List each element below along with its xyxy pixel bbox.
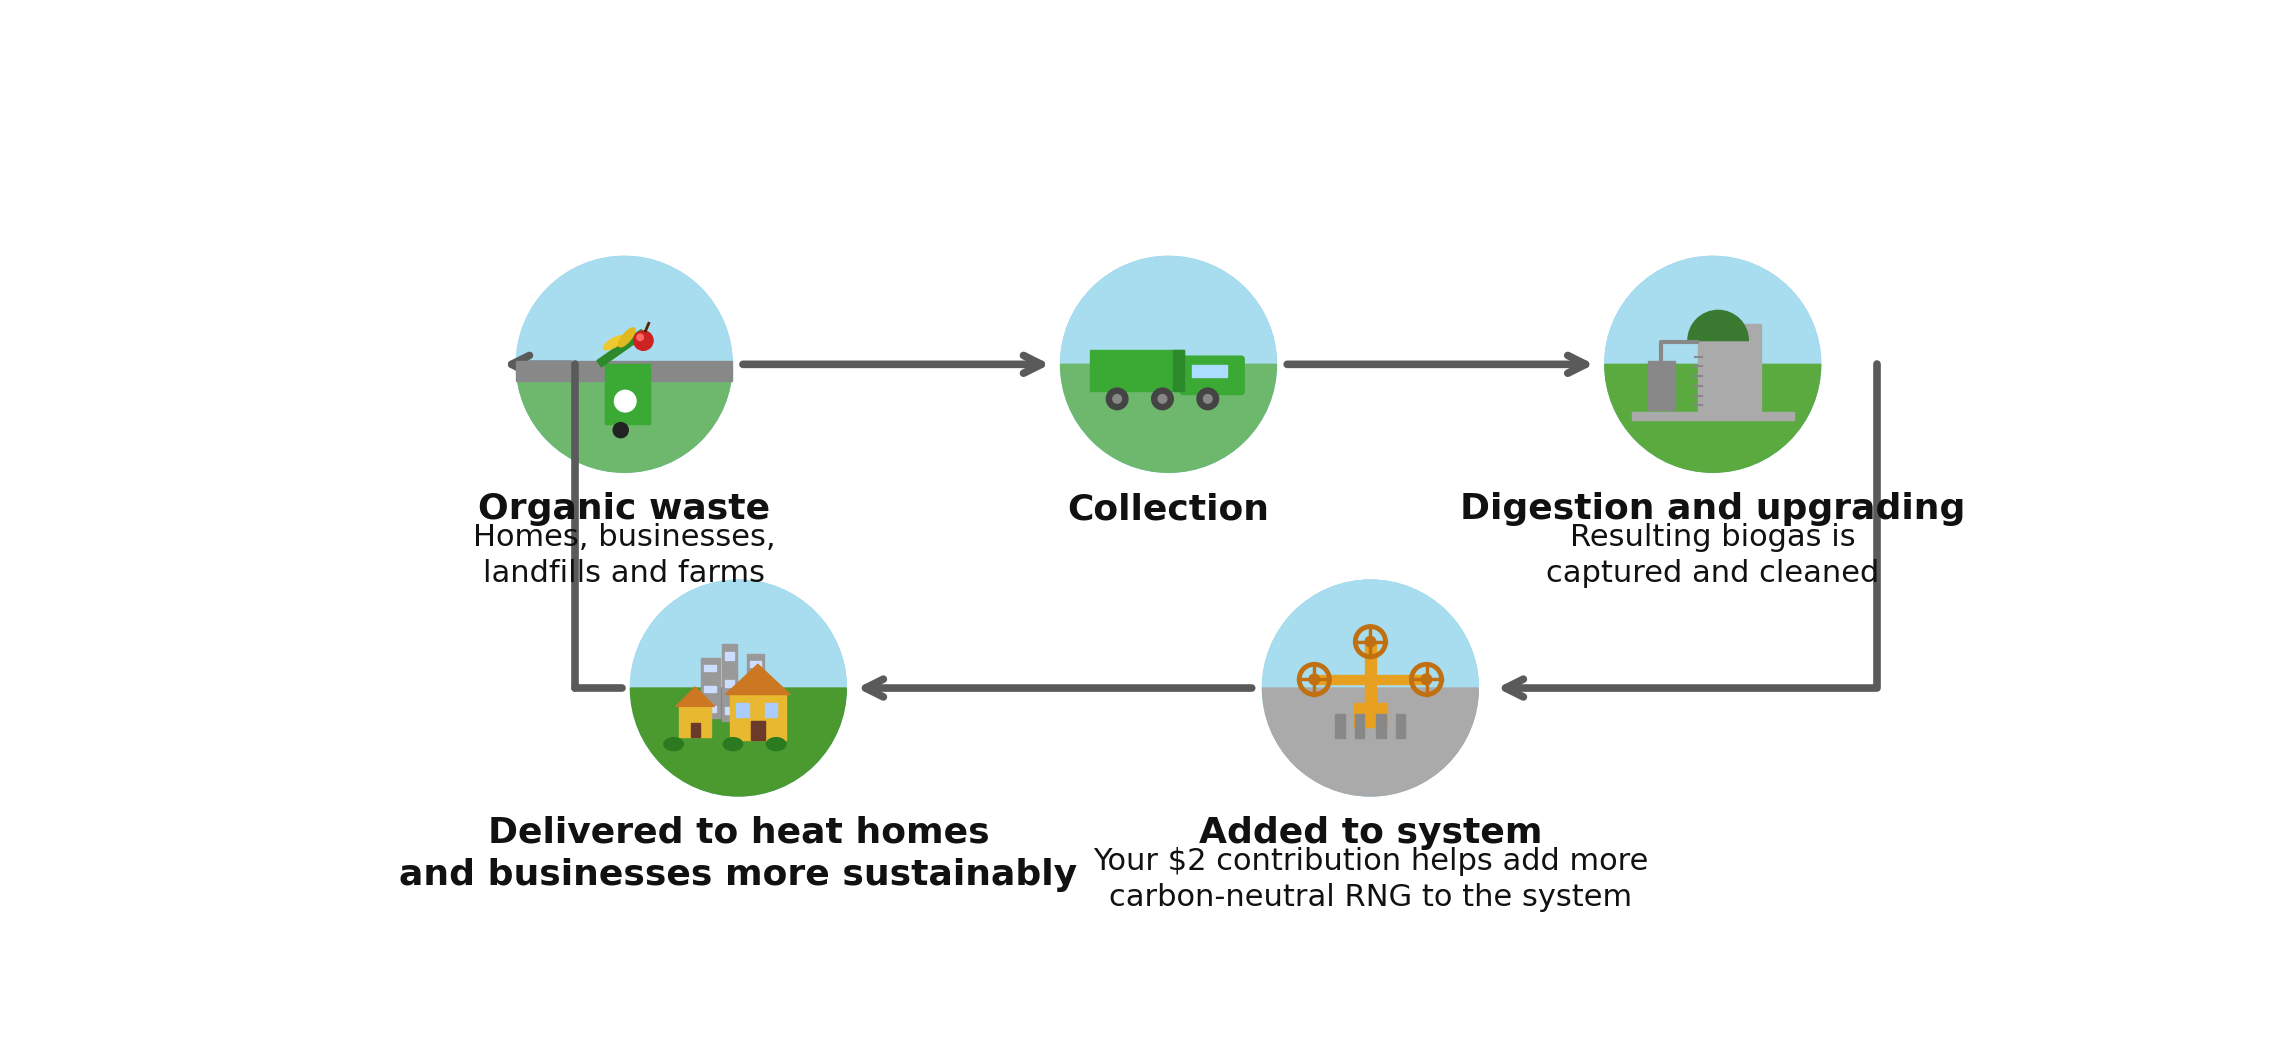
Circle shape (1263, 580, 1477, 796)
FancyBboxPatch shape (1181, 356, 1245, 394)
Text: Collection: Collection (1067, 492, 1270, 526)
Bar (750, 660, 762, 667)
Circle shape (1106, 388, 1129, 410)
Circle shape (634, 331, 652, 350)
Text: Your $2 contribution helps add more
carbon-neutral RNG to the system: Your $2 contribution helps add more carb… (1092, 847, 1648, 911)
Bar (705, 686, 716, 691)
Polygon shape (725, 664, 791, 694)
Bar (725, 652, 734, 660)
Polygon shape (675, 687, 714, 707)
Bar (679, 707, 711, 737)
Text: Resulting biogas is
captured and cleaned: Resulting biogas is captured and cleaned (1546, 523, 1879, 589)
Wedge shape (632, 688, 846, 796)
Bar (1395, 714, 1404, 738)
Wedge shape (1605, 364, 1822, 472)
Circle shape (1309, 674, 1320, 685)
Text: Organic waste: Organic waste (479, 492, 771, 526)
Bar (748, 654, 764, 718)
Bar (1648, 361, 1676, 410)
Bar (515, 361, 732, 381)
Polygon shape (597, 330, 645, 366)
Wedge shape (1605, 256, 1822, 364)
Bar (736, 703, 748, 717)
Bar (1313, 675, 1427, 684)
Bar (1366, 641, 1375, 715)
Circle shape (1060, 256, 1277, 472)
Text: Digestion and upgrading: Digestion and upgrading (1459, 492, 1965, 526)
Bar (700, 658, 720, 717)
Bar (705, 665, 716, 671)
Circle shape (1204, 394, 1213, 403)
Bar (750, 683, 762, 690)
Circle shape (1060, 256, 1277, 472)
Circle shape (515, 256, 732, 472)
Circle shape (1366, 636, 1375, 647)
Wedge shape (632, 580, 846, 688)
Bar (1632, 412, 1794, 420)
Wedge shape (1060, 364, 1277, 472)
Bar (750, 720, 764, 740)
Wedge shape (1263, 688, 1477, 796)
Ellipse shape (723, 738, 743, 750)
Wedge shape (515, 256, 732, 364)
Bar (1735, 325, 1760, 416)
Bar (723, 644, 736, 721)
Circle shape (1197, 388, 1218, 410)
Circle shape (1113, 394, 1122, 403)
Bar (725, 707, 734, 714)
Wedge shape (1263, 580, 1477, 688)
Ellipse shape (618, 328, 636, 347)
Bar (1192, 364, 1227, 377)
Circle shape (1420, 674, 1432, 685)
Bar (1354, 714, 1363, 738)
Bar (705, 707, 716, 712)
Circle shape (636, 334, 643, 340)
Ellipse shape (663, 738, 684, 750)
Bar (691, 723, 700, 737)
Bar (750, 706, 762, 712)
Bar (1172, 350, 1183, 391)
Bar (764, 703, 777, 717)
Bar (1090, 350, 1183, 391)
Ellipse shape (604, 335, 625, 350)
Bar (730, 694, 787, 740)
Text: Homes, businesses,
landfills and farms: Homes, businesses, landfills and farms (472, 523, 775, 589)
Text: Delivered to heat homes
and businesses more sustainably: Delivered to heat homes and businesses m… (399, 816, 1078, 892)
Circle shape (1605, 256, 1822, 472)
Circle shape (632, 580, 846, 796)
Wedge shape (515, 364, 732, 472)
Circle shape (1151, 388, 1174, 410)
Bar (725, 680, 734, 687)
Bar (1377, 714, 1386, 738)
Bar (1699, 338, 1740, 414)
Circle shape (613, 422, 629, 438)
Bar (1336, 714, 1345, 738)
FancyBboxPatch shape (604, 364, 650, 424)
Text: Added to system: Added to system (1199, 816, 1541, 850)
Circle shape (613, 390, 636, 412)
Circle shape (1158, 394, 1167, 403)
Bar (1354, 703, 1386, 727)
Text: ☘: ☘ (620, 394, 632, 408)
Ellipse shape (766, 738, 787, 750)
Wedge shape (1687, 310, 1749, 340)
